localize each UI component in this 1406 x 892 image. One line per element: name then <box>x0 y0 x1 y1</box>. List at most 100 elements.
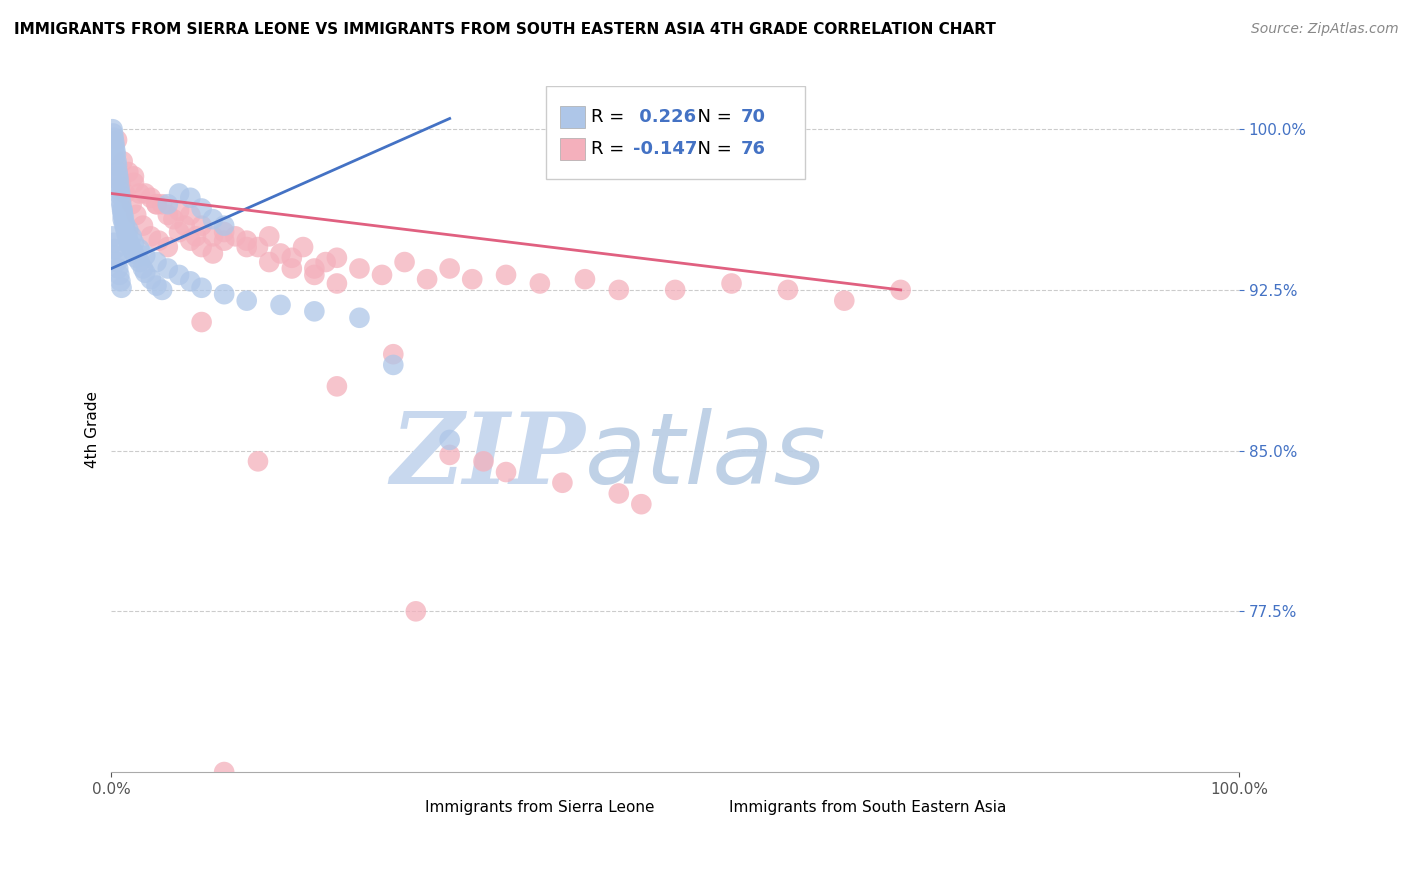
Point <box>111 154 134 169</box>
Point <box>125 208 148 222</box>
Point <box>167 186 190 201</box>
Text: N =: N = <box>686 108 738 126</box>
Point <box>439 448 461 462</box>
Point <box>382 347 405 361</box>
Point <box>630 497 652 511</box>
Point <box>394 255 416 269</box>
Point <box>112 217 135 231</box>
Point <box>270 246 292 260</box>
Point <box>110 195 132 210</box>
Point <box>121 229 143 244</box>
Point <box>115 229 138 244</box>
Point <box>122 235 145 250</box>
Point <box>139 229 162 244</box>
Point <box>461 272 484 286</box>
Point <box>179 234 201 248</box>
Point <box>111 208 134 222</box>
Point <box>246 240 269 254</box>
Point <box>104 144 127 158</box>
Point <box>128 186 150 201</box>
Point <box>150 197 173 211</box>
Point <box>117 234 139 248</box>
Point <box>110 281 132 295</box>
Point <box>574 272 596 286</box>
Text: 76: 76 <box>741 140 765 159</box>
Point <box>184 229 207 244</box>
Point <box>110 199 132 213</box>
Point <box>371 268 394 282</box>
Point <box>832 293 855 308</box>
Point <box>111 203 134 218</box>
Point <box>212 219 235 233</box>
Point <box>224 229 246 244</box>
Point <box>101 127 124 141</box>
Text: R =: R = <box>591 108 630 126</box>
Point <box>104 148 127 162</box>
Point <box>110 188 132 202</box>
Point <box>167 268 190 282</box>
Text: atlas: atlas <box>585 409 827 505</box>
Point <box>105 255 128 269</box>
Point <box>405 604 427 618</box>
Point <box>121 242 143 256</box>
Point <box>150 283 173 297</box>
Point <box>101 229 124 244</box>
Point <box>134 186 156 201</box>
Point <box>128 255 150 269</box>
Point <box>439 261 461 276</box>
Point <box>114 220 136 235</box>
Point <box>720 277 742 291</box>
Text: 0.226: 0.226 <box>634 108 696 126</box>
Point <box>104 249 127 263</box>
Point <box>201 229 224 244</box>
Point <box>890 283 912 297</box>
Point <box>145 278 167 293</box>
Point <box>304 268 326 282</box>
Text: Immigrants from Sierra Leone: Immigrants from Sierra Leone <box>425 799 654 814</box>
Y-axis label: 4th Grade: 4th Grade <box>86 391 100 467</box>
Point <box>132 219 155 233</box>
Point <box>108 268 131 282</box>
Point <box>117 165 139 179</box>
Point <box>607 283 630 297</box>
Point <box>179 191 201 205</box>
Point <box>304 304 326 318</box>
Point <box>212 225 235 239</box>
Point <box>122 176 145 190</box>
Point <box>190 281 212 295</box>
Point <box>139 272 162 286</box>
Point <box>270 298 292 312</box>
Point <box>607 486 630 500</box>
Point <box>110 274 132 288</box>
Point <box>664 283 686 297</box>
Point <box>326 277 349 291</box>
Point <box>115 225 138 239</box>
Point <box>105 165 128 179</box>
Text: Source: ZipAtlas.com: Source: ZipAtlas.com <box>1251 22 1399 37</box>
Point <box>439 433 461 447</box>
Point <box>349 310 371 325</box>
Point <box>105 133 128 147</box>
Point <box>107 174 129 188</box>
Point <box>103 235 125 250</box>
Point <box>259 229 281 244</box>
Point <box>108 180 131 194</box>
Point <box>349 261 371 276</box>
Point <box>156 208 179 222</box>
Text: Immigrants from South Eastern Asia: Immigrants from South Eastern Asia <box>730 799 1007 814</box>
Point <box>122 169 145 184</box>
Point <box>134 249 156 263</box>
FancyBboxPatch shape <box>399 799 419 814</box>
Point <box>472 454 495 468</box>
Point <box>281 251 304 265</box>
Point <box>145 255 167 269</box>
Point <box>132 261 155 276</box>
Point <box>156 197 179 211</box>
Text: -0.147: -0.147 <box>634 140 697 159</box>
Point <box>304 261 326 276</box>
Point <box>190 219 212 233</box>
Point <box>148 234 170 248</box>
Point <box>114 217 136 231</box>
Point <box>212 234 235 248</box>
Point <box>128 242 150 256</box>
